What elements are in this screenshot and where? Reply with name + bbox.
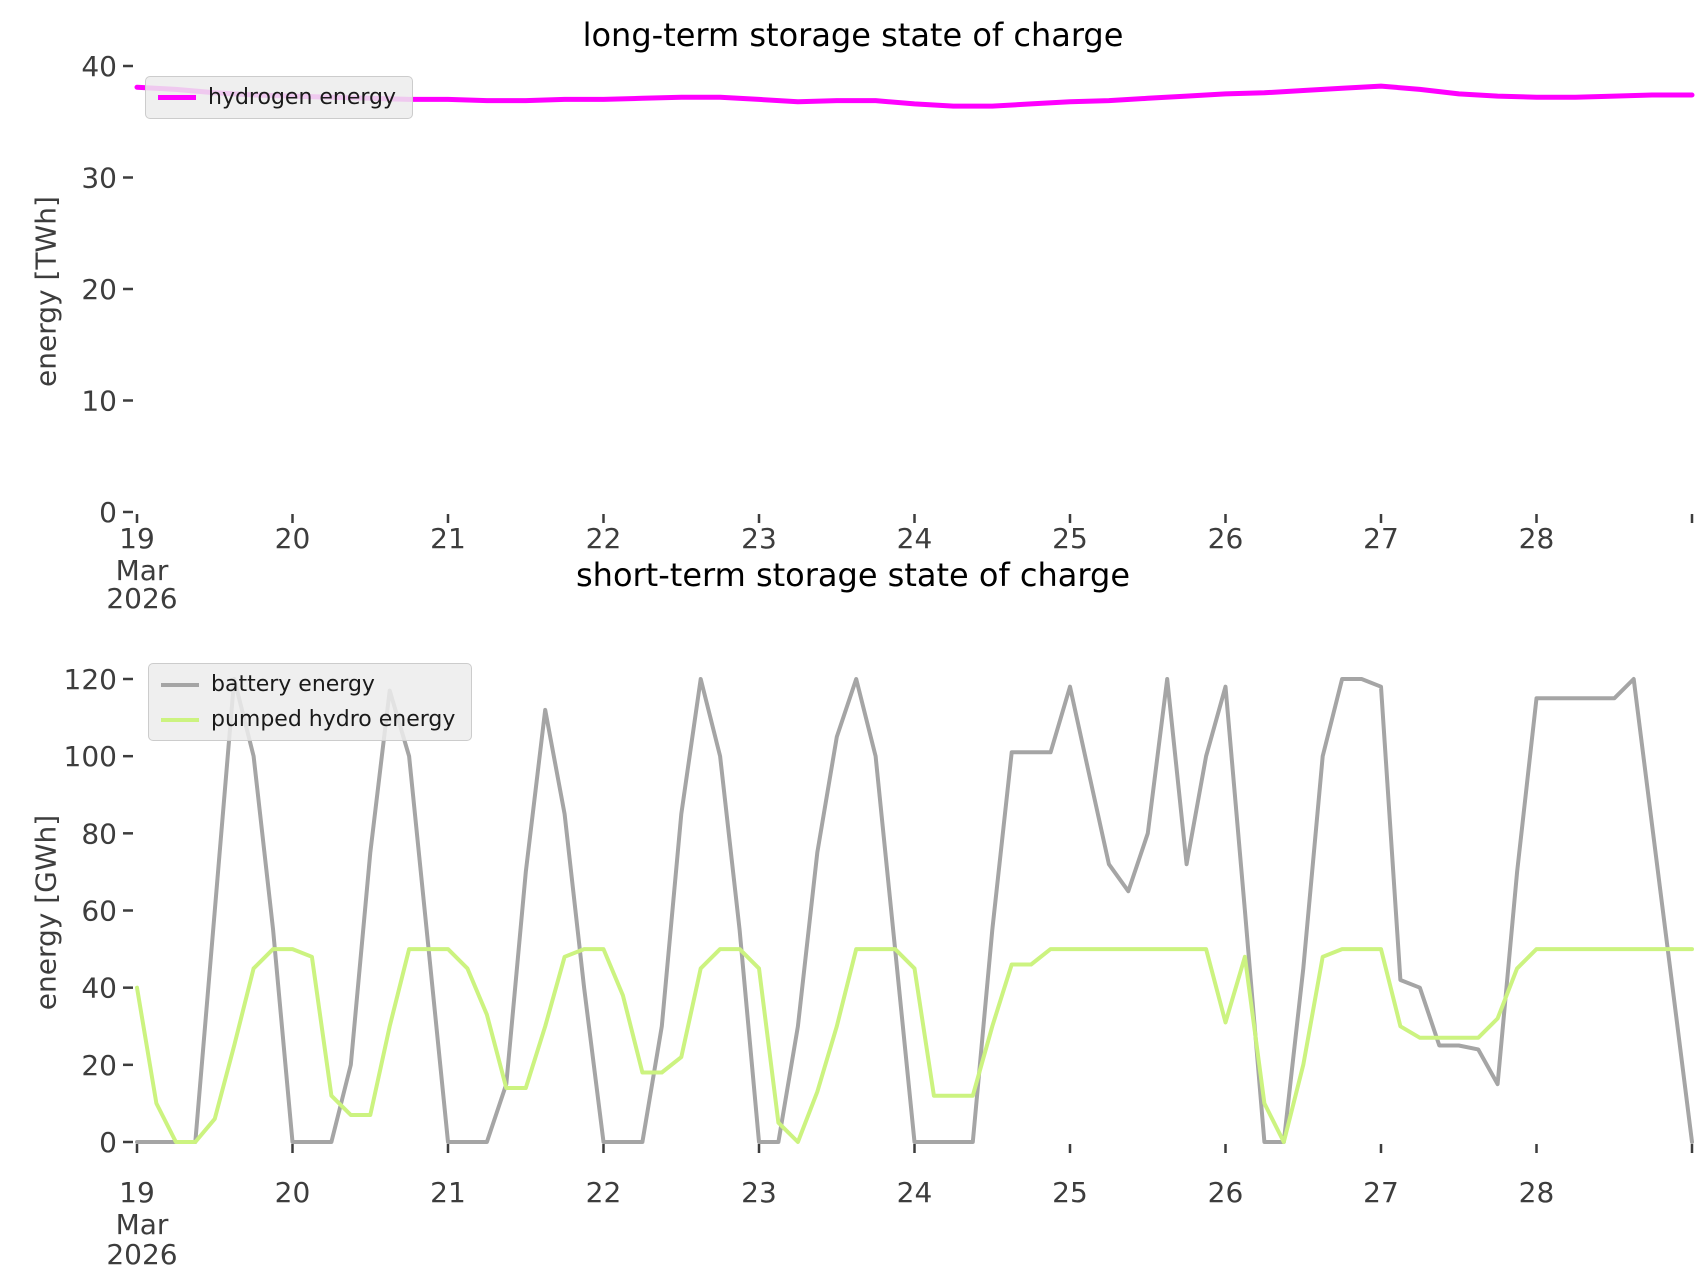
y-tick-label: 10 xyxy=(81,385,117,418)
battery-line-swatch-icon xyxy=(161,682,199,687)
legend-row-pumped-hydro: pumped hydro energy xyxy=(161,707,455,732)
y-tick-label: 100 xyxy=(64,740,117,773)
y-tick-label: 40 xyxy=(81,50,117,83)
pumped-hydro-energy-line xyxy=(135,947,1694,1144)
x-tick-label: 27 xyxy=(1363,1176,1399,1209)
x-tick-label: 25 xyxy=(1052,1176,1088,1209)
y-tick-label: 0 xyxy=(99,1126,117,1159)
x-tick-label: 20 xyxy=(275,522,311,555)
pumped-hydro-line-swatch-icon xyxy=(161,717,199,722)
legend-label-battery: battery energy xyxy=(211,672,375,697)
y-tick-label: 20 xyxy=(81,273,117,306)
battery-energy-line xyxy=(135,677,1694,1144)
x-tick-year-label: 2026 xyxy=(106,582,177,615)
x-tick-label: 21 xyxy=(430,522,466,555)
x-tick-label: 26 xyxy=(1208,522,1244,555)
legend-label-hydrogen: hydrogen energy xyxy=(208,85,397,110)
bottom-chart-title: short-term storage state of charge xyxy=(575,556,1130,594)
x-tick-label: 21 xyxy=(430,1176,466,1209)
x-tick-label: 23 xyxy=(741,1176,777,1209)
x-tick-label: 20 xyxy=(275,1176,311,1209)
x-tick-label: 28 xyxy=(1519,1176,1555,1209)
x-tick-label: 22 xyxy=(586,1176,622,1209)
top-chart-title: long-term storage state of charge xyxy=(582,16,1124,54)
x-tick-month-label: Mar xyxy=(116,554,169,587)
legend-label-pumped-hydro: pumped hydro energy xyxy=(211,707,456,732)
y-tick-label: 40 xyxy=(81,972,117,1005)
y-tick-label: 30 xyxy=(81,162,117,195)
x-tick-year-label: 2026 xyxy=(106,1238,177,1271)
legend-row-hydrogen: hydrogen energy xyxy=(158,85,396,110)
bottom-chart-legend: battery energy pumped hydro energy xyxy=(148,663,473,741)
x-tick-label: 25 xyxy=(1052,522,1088,555)
x-tick-label: 26 xyxy=(1208,1176,1244,1209)
y-tick-label: 0 xyxy=(99,496,117,529)
x-tick-month-label: Mar xyxy=(116,1208,169,1241)
x-tick-label: 24 xyxy=(897,522,933,555)
x-tick-label: 19 xyxy=(119,522,155,555)
y-tick-label: 60 xyxy=(81,895,117,928)
legend-row-battery: battery energy xyxy=(161,672,455,697)
x-tick-label: 27 xyxy=(1363,522,1399,555)
top-chart-legend: hydrogen energy xyxy=(145,76,414,119)
x-tick-label: 19 xyxy=(119,1176,155,1209)
x-tick-label: 23 xyxy=(741,522,777,555)
x-tick-label: 28 xyxy=(1519,522,1555,555)
y-tick-label: 80 xyxy=(81,817,117,850)
y-tick-label: 20 xyxy=(81,1049,117,1082)
x-tick-label: 24 xyxy=(897,1176,933,1209)
y-tick-label: 120 xyxy=(64,663,117,696)
hydrogen-line-swatch-icon xyxy=(158,95,196,100)
x-tick-label: 22 xyxy=(586,522,622,555)
